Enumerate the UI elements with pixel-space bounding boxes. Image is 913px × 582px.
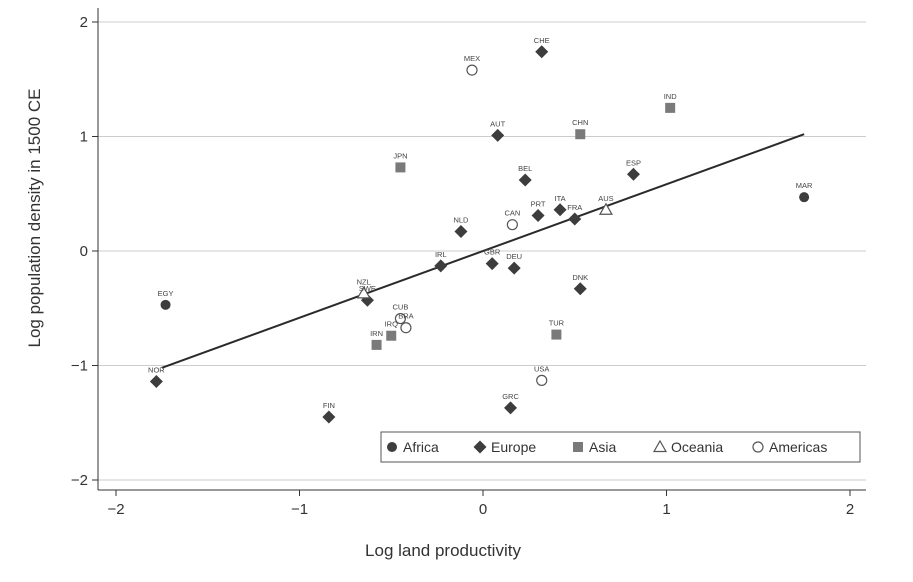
point-label-irq: IRQ: [385, 320, 399, 329]
point-label-jpn: JPN: [393, 151, 407, 160]
point-tur: [551, 329, 562, 340]
x-tick-label-0: −2: [107, 501, 124, 518]
point-nor: [149, 375, 163, 389]
point-label-swe: SWE: [359, 284, 376, 293]
point-irq: [386, 330, 397, 341]
point-can: [506, 219, 518, 231]
data-points: [149, 45, 810, 424]
point-label-esp: ESP: [626, 158, 641, 167]
x-tick-label-1: −1: [291, 501, 308, 518]
point-ind: [665, 102, 676, 113]
point-label-ind: IND: [664, 92, 678, 101]
point-label-aut: AUT: [490, 119, 505, 128]
point-gbr: [485, 257, 499, 271]
legend-marker-americas: [752, 441, 764, 453]
x-axis-title: Log land productivity: [365, 541, 521, 560]
y-tick-label-2: 0: [80, 243, 88, 260]
point-nzl: [356, 286, 371, 299]
point-label-cub: CUB: [393, 303, 409, 312]
point-nld: [454, 225, 468, 239]
axes: [92, 8, 866, 496]
point-prt: [531, 209, 545, 223]
point-label-can: CAN: [504, 209, 520, 218]
fit-line-group: [161, 133, 805, 369]
point-label-usa: USA: [534, 364, 549, 373]
legend-marker-oceania: [652, 439, 668, 453]
y-tick-label-1: 1: [80, 129, 88, 146]
x-tick-label-2: 0: [479, 501, 487, 518]
legend-marker-europe: [473, 440, 487, 454]
point-grc: [504, 401, 518, 415]
point-label-nld: NLD: [453, 216, 469, 225]
y-tick-label-0: 2: [80, 14, 88, 31]
point-label-nzl: NZL: [357, 277, 371, 286]
legend-label-europe: Europe: [491, 439, 536, 455]
point-label-irn: IRN: [370, 329, 383, 338]
x-tick-label-3: 1: [662, 501, 670, 518]
point-jpn: [395, 162, 406, 173]
legend-marker-asia: [573, 442, 583, 452]
point-label-grc: GRC: [502, 392, 519, 401]
point-cub: [394, 312, 407, 325]
fit-line: [161, 133, 805, 369]
x-tick-label-4: 2: [846, 501, 854, 518]
point-aut: [491, 128, 505, 142]
legend-label-asia: Asia: [589, 439, 616, 455]
point-bel: [518, 173, 532, 187]
point-deu: [507, 261, 521, 275]
point-bra: [400, 322, 412, 334]
point-label-nor: NOR: [148, 366, 165, 375]
point-label-bra: BRA: [398, 312, 413, 321]
point-aus: [598, 202, 613, 215]
point-label-dnk: DNK: [572, 273, 588, 282]
point-label-fin: FIN: [323, 401, 335, 410]
y-axis-title: Log population density in 1500 CE: [25, 89, 44, 348]
point-label-prt: PRT: [531, 200, 546, 209]
legend-label-oceania: Oceania: [671, 439, 723, 455]
point-label-deu: DEU: [506, 252, 522, 261]
tick-labels: 2 1 0 −1 −2 −2 −1 0 1 2: [71, 14, 854, 518]
point-che: [535, 45, 549, 59]
point-label-aus: AUS: [598, 194, 613, 203]
y-tick-label-4: −2: [71, 472, 88, 489]
point-mar: [799, 192, 810, 203]
point-label-mex: MEX: [464, 54, 480, 63]
point-label-bel: BEL: [518, 164, 532, 173]
point-dnk: [573, 282, 587, 296]
point-label-tur: TUR: [549, 319, 565, 328]
point-egy: [160, 299, 171, 310]
point-label-egy: EGY: [158, 289, 174, 298]
point-label-chn: CHN: [572, 118, 588, 127]
point-label-mar: MAR: [796, 181, 813, 190]
point-mex: [466, 64, 478, 76]
point-usa: [536, 374, 548, 386]
point-label-gbr: GBR: [484, 248, 501, 257]
point-label-irl: IRL: [435, 250, 447, 259]
legend-marker-africa: [387, 442, 397, 452]
point-ita: [553, 203, 567, 217]
point-label-ita: ITA: [555, 194, 566, 203]
legend-box: [380, 431, 861, 463]
point-irl: [434, 259, 448, 273]
point-chn: [575, 129, 586, 140]
legend-label-americas: Americas: [769, 439, 827, 455]
point-fin: [322, 410, 336, 424]
legend-label-africa: Africa: [403, 439, 439, 455]
point-label-che: CHE: [534, 36, 550, 45]
point-label-fra: FRA: [567, 203, 582, 212]
point-fra: [568, 212, 582, 226]
y-tick-label-3: −1: [71, 358, 88, 375]
point-irn: [371, 339, 382, 350]
legend: Africa Europe Asia Oceania Americas: [380, 431, 861, 463]
point-esp: [626, 167, 640, 181]
